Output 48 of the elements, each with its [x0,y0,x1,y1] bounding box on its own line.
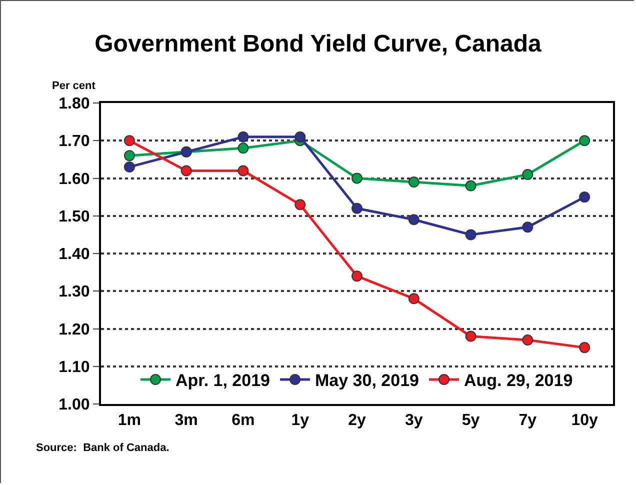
point [522,334,534,346]
y-tick-label: 1.30 [58,284,90,301]
y-tick-label: 1.60 [58,170,90,188]
point [294,199,306,210]
x-tick-label: 3y [404,412,423,430]
source-note: Source: Bank of Canada. [36,442,170,454]
point [465,330,476,342]
point [579,135,590,146]
point [352,172,362,184]
point [522,168,534,180]
point [352,202,362,214]
x-tick-label: 5y [462,412,480,430]
y-tick-label: 1.80 [58,96,90,113]
point [352,270,362,282]
point [579,342,590,354]
point [408,214,420,226]
chart-title: Government Bond Yield Curve, Canada [94,30,542,58]
x-tick-label: 3m [174,412,198,430]
legend-label: Aug. 29, 2019 [464,371,573,390]
point [294,131,306,142]
y-axis-title: Per cent [52,80,96,92]
y-tick-label: 1.70 [58,133,90,150]
point [238,131,249,142]
point [124,135,135,146]
y-tick-label: 1.20 [58,321,90,338]
point [465,229,476,240]
point [238,165,249,176]
y-tick-label: 1.00 [58,396,90,414]
point [408,176,420,188]
point [408,293,420,304]
y-tick-label: 1.10 [58,358,90,376]
point [579,192,590,203]
x-tick-label: 1m [118,412,142,430]
point [522,222,534,233]
legend-label: Apr. 1, 2019 [176,371,270,390]
legend-label: May 30, 2019 [315,371,419,390]
y-tick-label: 1.50 [58,208,90,226]
point [124,150,135,162]
y-tick-label: 1.40 [58,246,90,264]
x-tick-label: 6m [232,412,255,430]
point [124,161,135,172]
point [180,165,192,176]
point [238,142,249,154]
x-tick-label: 2y [348,412,366,430]
x-tick-label: 10y [571,412,598,430]
point [465,180,476,192]
x-tick-label: 1y [291,412,310,430]
x-tick-label: 7y [518,412,537,430]
